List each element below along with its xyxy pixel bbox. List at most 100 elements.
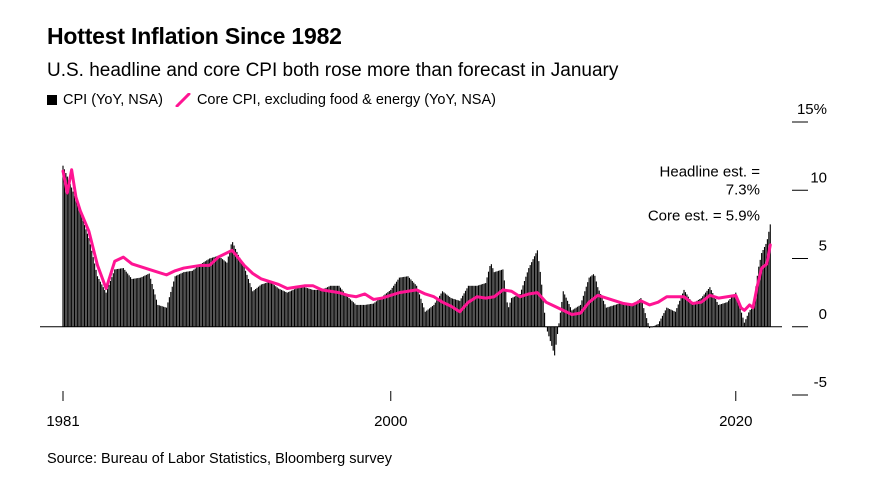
- cpi-bar: [613, 305, 615, 327]
- cpi-bar: [319, 289, 321, 327]
- cpi-bar: [403, 276, 405, 327]
- cpi-bar: [328, 286, 330, 327]
- cpi-bar: [288, 291, 290, 327]
- cpi-bar: [338, 285, 340, 327]
- cpi-bar: [173, 281, 175, 327]
- cpi-bar: [223, 260, 225, 327]
- cpi-bar: [512, 297, 514, 327]
- cpi-bar: [335, 285, 337, 327]
- cpi-bar: [187, 271, 189, 327]
- cpi-bar: [283, 291, 285, 327]
- cpi-bar: [413, 282, 415, 327]
- cpi-bar: [469, 285, 471, 327]
- cpi-bar: [433, 304, 435, 327]
- cpi-bar: [496, 271, 498, 327]
- cpi-bar: [404, 276, 406, 327]
- cpi-bar: [213, 257, 215, 327]
- cpi-bar: [470, 285, 472, 327]
- cpi-bar: [316, 289, 319, 327]
- annotation: Core est. = 5.9%: [648, 207, 760, 224]
- cpi-bar: [188, 271, 191, 327]
- cpi-bar: [91, 250, 93, 327]
- cpi-bar: [600, 293, 602, 327]
- cpi-bar: [127, 273, 129, 327]
- cpi-bar: [158, 305, 160, 327]
- cpi-bar: [168, 297, 170, 327]
- cpi-bar: [76, 203, 78, 327]
- cpi-bar: [746, 315, 748, 327]
- cpi-bar: [552, 326, 554, 351]
- cpi-bar: [217, 255, 219, 327]
- cpi-bar: [128, 275, 130, 327]
- cpi-bar: [131, 278, 133, 327]
- cpi-bar: [411, 281, 413, 327]
- cpi-bar: [673, 311, 675, 327]
- cpi-bar: [153, 289, 155, 327]
- cpi-bar: [646, 318, 648, 327]
- cpi-bar: [81, 216, 83, 327]
- cpi-bar: [150, 278, 152, 327]
- cpi-bar: [561, 301, 563, 327]
- cpi-bar: [303, 287, 306, 327]
- cpi-bar: [227, 256, 229, 327]
- cpi-bar: [748, 312, 750, 327]
- cpi-bar: [142, 276, 145, 327]
- cpi-bar: [669, 309, 671, 327]
- cpi-bar: [670, 309, 672, 327]
- cpi-bar: [628, 304, 630, 327]
- cpi-bar: [259, 285, 261, 327]
- cpi-bar: [549, 326, 551, 342]
- cpi-bar: [220, 258, 222, 327]
- cpi-bar: [239, 257, 241, 327]
- cpi-bar: [262, 283, 264, 327]
- cpi-bar: [462, 295, 464, 327]
- cpi-bar: [99, 281, 101, 327]
- cpi-bar: [364, 304, 366, 327]
- cpi-bar: [349, 299, 352, 327]
- cpi-bar: [245, 270, 247, 327]
- cpi-bar: [528, 268, 530, 327]
- cpi-bar: [759, 259, 761, 327]
- cpi-bar: [165, 307, 168, 327]
- cpi-bar: [201, 263, 203, 327]
- cpi-bar: [190, 271, 192, 327]
- cpi-bar: [418, 294, 421, 327]
- cpi-bar: [193, 269, 195, 327]
- cpi-bar: [637, 300, 639, 327]
- cpi-bar: [575, 307, 577, 327]
- cpi-bar: [272, 283, 274, 327]
- cpi-bar: [357, 304, 359, 327]
- cpi-bar: [84, 225, 86, 327]
- cpi-bar: [341, 289, 343, 327]
- cpi-bar: [674, 311, 676, 327]
- cpi-bar: [279, 289, 281, 327]
- legend-item-cpi: CPI (YoY, NSA): [47, 92, 163, 108]
- cpi-bar: [615, 304, 618, 327]
- cpi-bar: [690, 301, 692, 327]
- cpi-bar: [370, 304, 372, 327]
- cpi-bar: [659, 321, 661, 327]
- cpi-bar: [423, 307, 425, 327]
- cpi-bar: [183, 272, 185, 327]
- cpi-bar: [260, 284, 262, 327]
- cpi-bar: [742, 317, 744, 327]
- cpi-bar: [291, 290, 293, 327]
- cpi-bar: [536, 250, 538, 327]
- cpi-bar: [500, 269, 503, 327]
- cpi-bar: [85, 229, 87, 327]
- cpi-bar: [518, 294, 520, 327]
- cpi-bar: [388, 291, 390, 327]
- cpi-bar: [107, 288, 109, 327]
- cpi-bar: [214, 256, 216, 327]
- cpi-bar: [699, 299, 701, 327]
- cpi-bar: [72, 191, 74, 327]
- cpi-bar: [390, 289, 392, 327]
- cpi-bar: [377, 300, 379, 327]
- cpi-bar: [347, 296, 349, 327]
- cpi-bar: [702, 296, 704, 327]
- cpi-bar: [98, 278, 100, 327]
- cpi-bar: [302, 287, 304, 327]
- cpi-bar: [124, 269, 126, 327]
- cpi-bar: [426, 310, 428, 327]
- cpi-bar: [424, 311, 426, 327]
